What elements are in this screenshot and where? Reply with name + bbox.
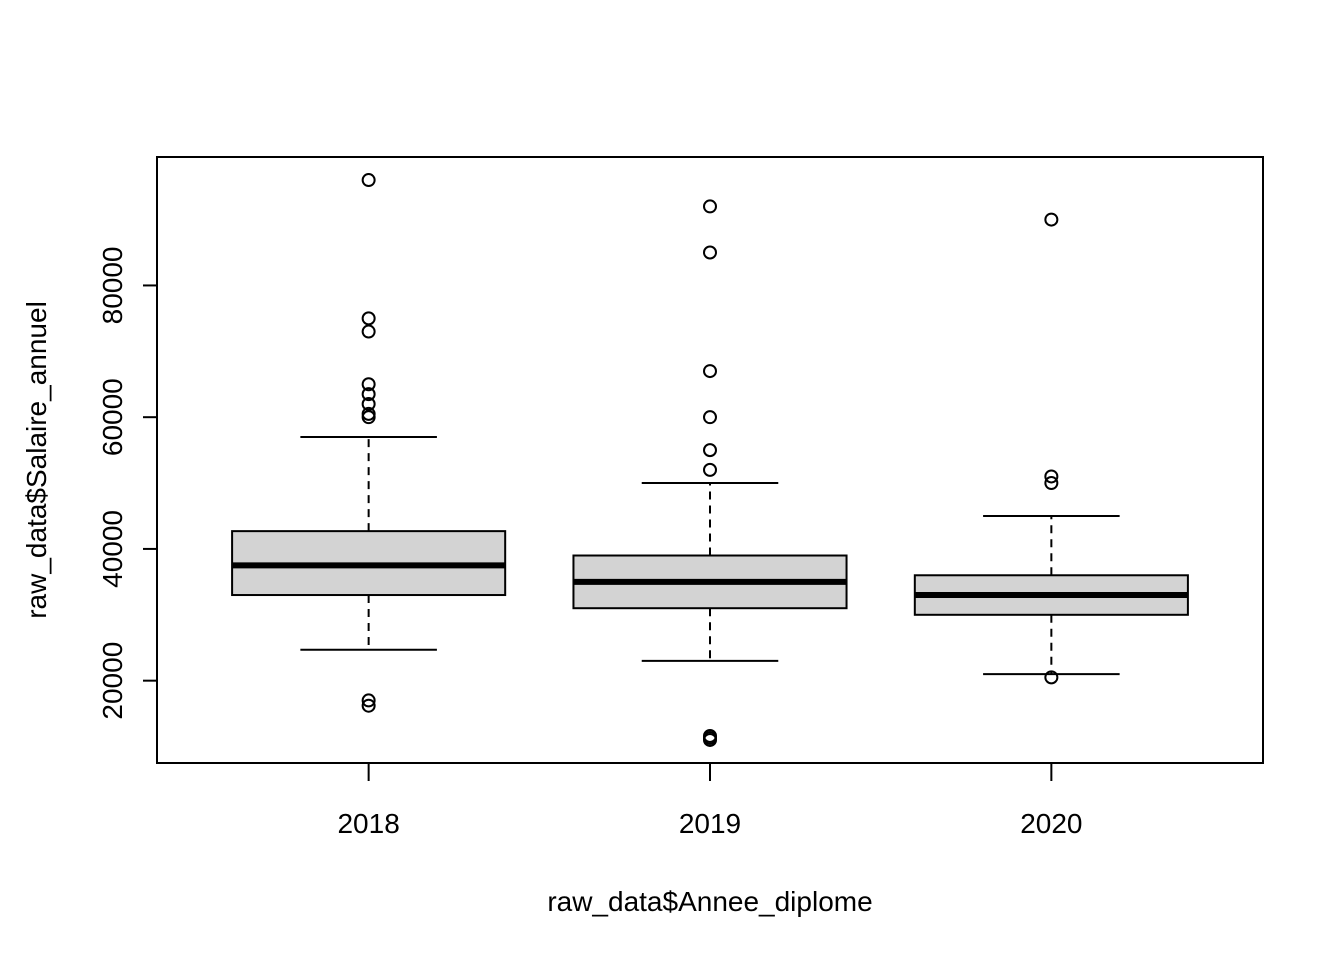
outlier-point xyxy=(703,410,717,425)
y-tick-label: 40000 xyxy=(97,510,128,588)
outlier-point xyxy=(703,199,717,214)
outlier-point xyxy=(1044,212,1059,227)
outlier-point xyxy=(361,324,376,339)
outlier-point xyxy=(703,462,717,477)
outlier-point xyxy=(703,443,717,458)
outlier-point xyxy=(361,406,376,421)
outlier-point xyxy=(361,387,376,402)
x-axis: 2018 2019 2020 xyxy=(337,762,1083,839)
x-axis-title: raw_data$Annee_diplome xyxy=(547,886,872,917)
x-tick-label: 2020 xyxy=(1020,808,1082,839)
outlier-point xyxy=(361,377,376,392)
outlier-point xyxy=(703,728,717,743)
x-tick-label: 2018 xyxy=(337,808,399,839)
box-2020 xyxy=(913,212,1189,685)
y-tick-label: 60000 xyxy=(97,378,128,456)
y-axis: 20000 40000 60000 80000 xyxy=(97,247,158,720)
outlier-point xyxy=(361,693,376,708)
outlier-point xyxy=(361,311,376,326)
outlier-point xyxy=(1044,469,1059,484)
y-tick-label: 20000 xyxy=(97,642,128,720)
x-tick-label: 2019 xyxy=(679,808,741,839)
outlier-point xyxy=(361,698,376,713)
box-group xyxy=(231,173,1189,747)
outlier-point xyxy=(703,364,717,379)
box-2018 xyxy=(231,173,507,713)
outlier-point xyxy=(1044,476,1059,491)
outlier-point xyxy=(361,173,376,188)
outlier-point xyxy=(1044,670,1059,685)
box-2019 xyxy=(572,199,848,747)
y-axis-title: raw_data$Salaire_annuel xyxy=(21,301,52,619)
plot-frame xyxy=(156,156,1264,764)
outlier-point xyxy=(361,397,376,412)
y-tick-label: 80000 xyxy=(97,247,128,325)
outlier-point xyxy=(703,245,717,260)
